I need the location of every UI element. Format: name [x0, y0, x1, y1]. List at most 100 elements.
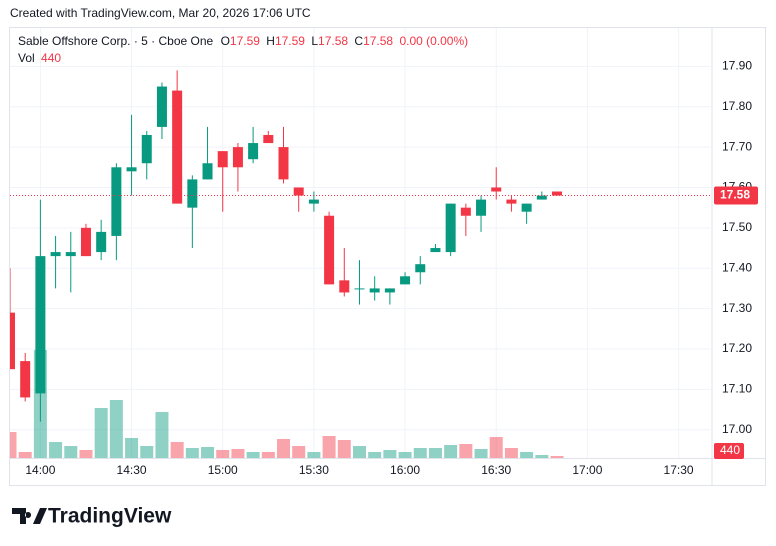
- volume-bar: [474, 449, 488, 458]
- volume-bar: [246, 452, 260, 458]
- volume-bar: [140, 446, 154, 458]
- candle-body: [521, 203, 532, 212]
- volume-bar: [201, 447, 215, 458]
- volume-bar: [550, 456, 564, 458]
- x-tick-label: 17:00: [572, 463, 602, 477]
- ohlc-label: H: [266, 34, 275, 48]
- volume-legend: Vol 440: [18, 51, 61, 65]
- volume-bar: [535, 455, 549, 458]
- volume-bar: [307, 452, 321, 458]
- ohlc-value: 17.59: [230, 34, 260, 48]
- candle-body: [506, 199, 517, 204]
- ohlc-value: 17.59: [275, 34, 305, 48]
- chart-frame: [9, 27, 766, 486]
- legend: Sable Offshore Corp. · 5 · Cboe One O17.…: [18, 34, 468, 48]
- candle-body: [141, 134, 152, 164]
- y-tick-label: 17.70: [722, 139, 752, 153]
- volume-bar: [428, 448, 442, 458]
- candle-body: [536, 195, 547, 200]
- candle-body: [278, 147, 289, 180]
- candle-body: [248, 143, 259, 160]
- volume-bar: [64, 446, 78, 458]
- volume-bar: [337, 440, 351, 458]
- candle-body: [20, 361, 31, 398]
- volume-bar: [444, 445, 458, 458]
- candle-body: [308, 199, 319, 204]
- volume-bar: [352, 446, 366, 458]
- candle-body: [50, 252, 61, 257]
- candle-body: [384, 288, 395, 293]
- volume-bar: [125, 438, 139, 458]
- candle-body: [445, 203, 456, 253]
- x-tick-label: 16:00: [390, 463, 420, 477]
- y-tick-label: 17.40: [722, 260, 752, 274]
- last-price-box: [714, 186, 758, 205]
- candle-body: [263, 134, 274, 144]
- y-tick-label: 17.80: [722, 99, 752, 113]
- x-tick-label: 15:00: [208, 463, 238, 477]
- volume-bar: [520, 452, 534, 458]
- last-volume-label: 440: [720, 443, 740, 457]
- volume-bar: [261, 452, 275, 458]
- candle-body: [491, 187, 502, 192]
- ohlc-value: 17.58: [318, 34, 348, 48]
- volume-bar: [383, 450, 397, 458]
- axes: 17.0017.1017.2017.3017.4017.5017.6017.70…: [25, 59, 758, 477]
- logo-text: TradingView: [48, 505, 172, 528]
- ohlc-label: L: [311, 34, 318, 48]
- candle-body: [369, 288, 380, 293]
- y-tick-label: 17.50: [722, 220, 752, 234]
- x-tick-label: 14:30: [117, 463, 147, 477]
- volume-legend-label: Vol: [18, 51, 35, 65]
- grid: [10, 28, 712, 458]
- candle-body: [10, 312, 15, 370]
- y-tick-label: 17.00: [722, 422, 752, 436]
- volume-bar: [10, 432, 17, 458]
- volume-bar: [292, 446, 306, 458]
- y-tick-label: 17.10: [722, 382, 752, 396]
- volume-bar: [368, 452, 382, 458]
- candle-body: [324, 215, 335, 285]
- candle-body: [202, 163, 213, 180]
- volume-bar: [398, 452, 412, 458]
- x-tick-label: 16:30: [481, 463, 511, 477]
- candle-body: [35, 256, 46, 394]
- candle-body: [65, 252, 76, 257]
- volume-pane: [10, 350, 564, 458]
- created-header: Created with TradingView.com, Mar 20, 20…: [10, 6, 311, 20]
- volume-legend-value: 440: [41, 51, 61, 65]
- volume-bar: [109, 400, 123, 458]
- logo: TradingView: [12, 505, 172, 528]
- change: 0.00 (0.00%): [399, 34, 468, 48]
- last-volume-box: [714, 443, 744, 459]
- logo-icon: [12, 508, 47, 524]
- volume-bar: [216, 450, 230, 458]
- volume-bar: [170, 442, 184, 458]
- ohlc-label: C: [354, 34, 363, 48]
- candle-body: [126, 167, 137, 172]
- candle-body: [552, 191, 563, 196]
- y-tick-label: 17.30: [722, 301, 752, 315]
- ohlc-value: 17.58: [363, 34, 393, 48]
- symbol-title: Sable Offshore Corp. · 5 · Cboe One: [18, 34, 214, 48]
- candle-body: [172, 90, 183, 204]
- volume-bar: [322, 436, 336, 458]
- candles: [10, 70, 712, 422]
- y-tick-label: 17.90: [722, 59, 752, 73]
- candle-body: [339, 280, 350, 293]
- volume-bar: [277, 439, 291, 458]
- candle-body: [111, 167, 122, 236]
- candle-body: [460, 207, 471, 216]
- volume-bar: [489, 437, 503, 458]
- candle-body: [430, 248, 441, 253]
- candle-body: [415, 264, 426, 273]
- x-tick-label: 15:30: [299, 463, 329, 477]
- last-price-label: 17.58: [720, 188, 750, 202]
- volume-bar: [18, 452, 32, 458]
- volume-bar: [49, 442, 63, 458]
- candle-body: [476, 199, 487, 216]
- x-tick-label: 17:30: [664, 463, 694, 477]
- volume-bar: [94, 408, 108, 458]
- volume-bar: [185, 448, 199, 458]
- candle-body: [293, 187, 304, 196]
